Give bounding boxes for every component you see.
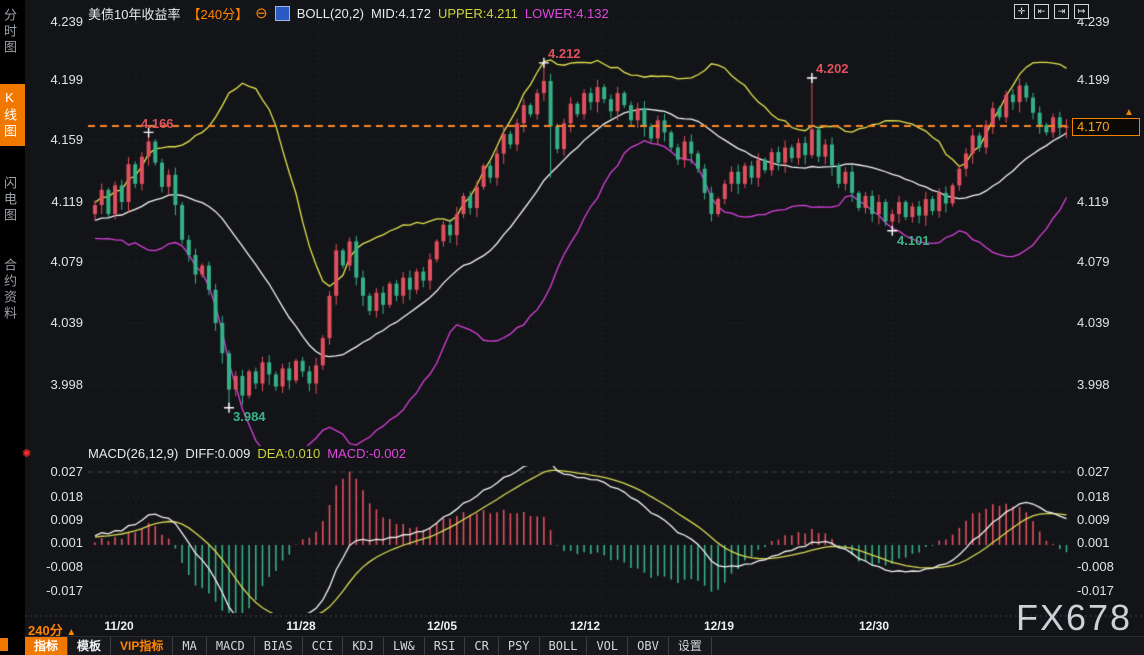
price-label: 4.119 (1077, 194, 1137, 210)
macd-axis-label: 0.009 (31, 512, 83, 528)
date-label: 12/05 (419, 619, 465, 633)
price-label: 3.998 (1077, 377, 1137, 393)
tab-boll[interactable]: BOLL (540, 637, 588, 655)
price-label: 3.998 (31, 377, 83, 393)
tab-kdj[interactable]: KDJ (343, 637, 384, 655)
tab-templates[interactable]: 模板 (68, 637, 111, 655)
tab-ma[interactable]: MA (173, 637, 206, 655)
boll-upper-value: UPPER:4.211 (438, 6, 518, 21)
tab-vol[interactable]: VOL (587, 637, 628, 655)
tab-cci[interactable]: CCI (303, 637, 344, 655)
price-label: 4.159 (31, 132, 83, 148)
chart-header: 美债10年收益率 【240分】 ⊖ BOLL(20,2) MID:4.172 U… (88, 4, 609, 23)
price-label: 4.239 (31, 14, 83, 30)
macd-axis-label: 0.009 (1077, 512, 1137, 528)
zoom-axis-in-icon[interactable]: ⇤ (1034, 4, 1049, 19)
macd-axis-label: 0.001 (1077, 535, 1137, 551)
sidebar-item-flash[interactable]: 闪电图 (0, 176, 25, 224)
tab-cr[interactable]: CR (465, 637, 498, 655)
indicator-toolbar: 指标 模板 VIP指标 MA MACD BIAS CCI KDJ LW& RSI… (25, 636, 1144, 655)
date-label: 12/19 (696, 619, 742, 633)
macd-axis-label: -0.017 (31, 583, 83, 599)
price-label: 4.079 (1077, 254, 1137, 270)
macd-hist-value: MACD:-0.002 (327, 446, 406, 461)
date-label: 11/28 (278, 619, 324, 633)
tab-bias[interactable]: BIAS (255, 637, 303, 655)
price-annotation: 4.101 (897, 233, 930, 248)
tab-lw[interactable]: LW& (384, 637, 425, 655)
sidebar-item-contract-info[interactable]: 合约资料 (0, 258, 25, 322)
price-label: 4.199 (31, 72, 83, 88)
boll-mid-value: MID:4.172 (371, 6, 431, 21)
collapse-indicator-icon[interactable]: ⊖ (255, 7, 268, 20)
tab-indicators[interactable]: 指标 (25, 637, 68, 655)
price-label: 4.199 (1077, 72, 1137, 88)
live-indicator-icon: ✺ (22, 447, 31, 460)
macd-axis-label: 0.027 (31, 464, 83, 480)
price-label: 4.039 (1077, 315, 1137, 331)
price-label: 4.119 (31, 194, 83, 210)
sidebar-item-timeline[interactable]: 分时图 (0, 8, 25, 56)
macd-header: MACD(26,12,9) DIFF:0.009 DEA:0.010 MACD:… (88, 446, 406, 461)
fx678-watermark: FX678 (1016, 597, 1132, 639)
price-annotation: 4.166 (141, 116, 174, 131)
chart-nav-toolbar: ✛ ⇤ ⇥ ↦ (1014, 4, 1089, 19)
date-label: 11/20 (96, 619, 142, 633)
date-label: 12/30 (851, 619, 897, 633)
indicator-chart-icon[interactable] (275, 6, 290, 21)
zoom-axis-out-icon[interactable]: ⇥ (1054, 4, 1069, 19)
macd-label: MACD(26,12,9) (88, 446, 178, 461)
sidebar-item-kline[interactable]: K线图 (0, 84, 25, 146)
price-annotation: 4.202 (816, 61, 849, 76)
boll-lower-value: LOWER:4.132 (525, 6, 609, 21)
macd-axis-label: 0.001 (31, 535, 83, 551)
price-label: 4.039 (31, 315, 83, 331)
toolbar-left-marker (0, 638, 8, 651)
pan-move-icon[interactable]: ✛ (1014, 4, 1029, 19)
macd-axis-label: 0.027 (1077, 464, 1137, 480)
macd-diff-value: DIFF:0.009 (185, 446, 250, 461)
macd-axis-label: -0.008 (31, 559, 83, 575)
macd-axis-label: 0.018 (1077, 489, 1137, 505)
macd-axis-label: -0.008 (1077, 559, 1137, 575)
period-label: 【240分】 (187, 4, 248, 23)
tab-settings[interactable]: 设置 (669, 637, 712, 655)
macd-dea-value: DEA:0.010 (257, 446, 320, 461)
price-annotation: 4.212 (548, 46, 581, 61)
boll-label: BOLL(20,2) (297, 6, 364, 21)
left-sidebar: 分时图 K线图 闪电图 合约资料 (0, 0, 25, 655)
price-annotation: 3.984 (233, 409, 266, 424)
tab-macd[interactable]: MACD (207, 637, 255, 655)
tab-rsi[interactable]: RSI (425, 637, 466, 655)
price-label: 4.079 (31, 254, 83, 270)
tab-obv[interactable]: OBV (628, 637, 669, 655)
symbol-title: 美债10年收益率 (88, 4, 180, 23)
step-forward-icon[interactable]: ↦ (1074, 4, 1089, 19)
chart-canvas[interactable] (0, 0, 1144, 655)
macd-axis-label: 0.018 (31, 489, 83, 505)
price-tag-arrow-icon: ▲ (1124, 107, 1134, 118)
date-label: 12/12 (562, 619, 608, 633)
tab-vip-indicators[interactable]: VIP指标 (111, 637, 173, 655)
last-price-tag: 4.170 (1072, 118, 1140, 136)
tab-psy[interactable]: PSY (499, 637, 540, 655)
